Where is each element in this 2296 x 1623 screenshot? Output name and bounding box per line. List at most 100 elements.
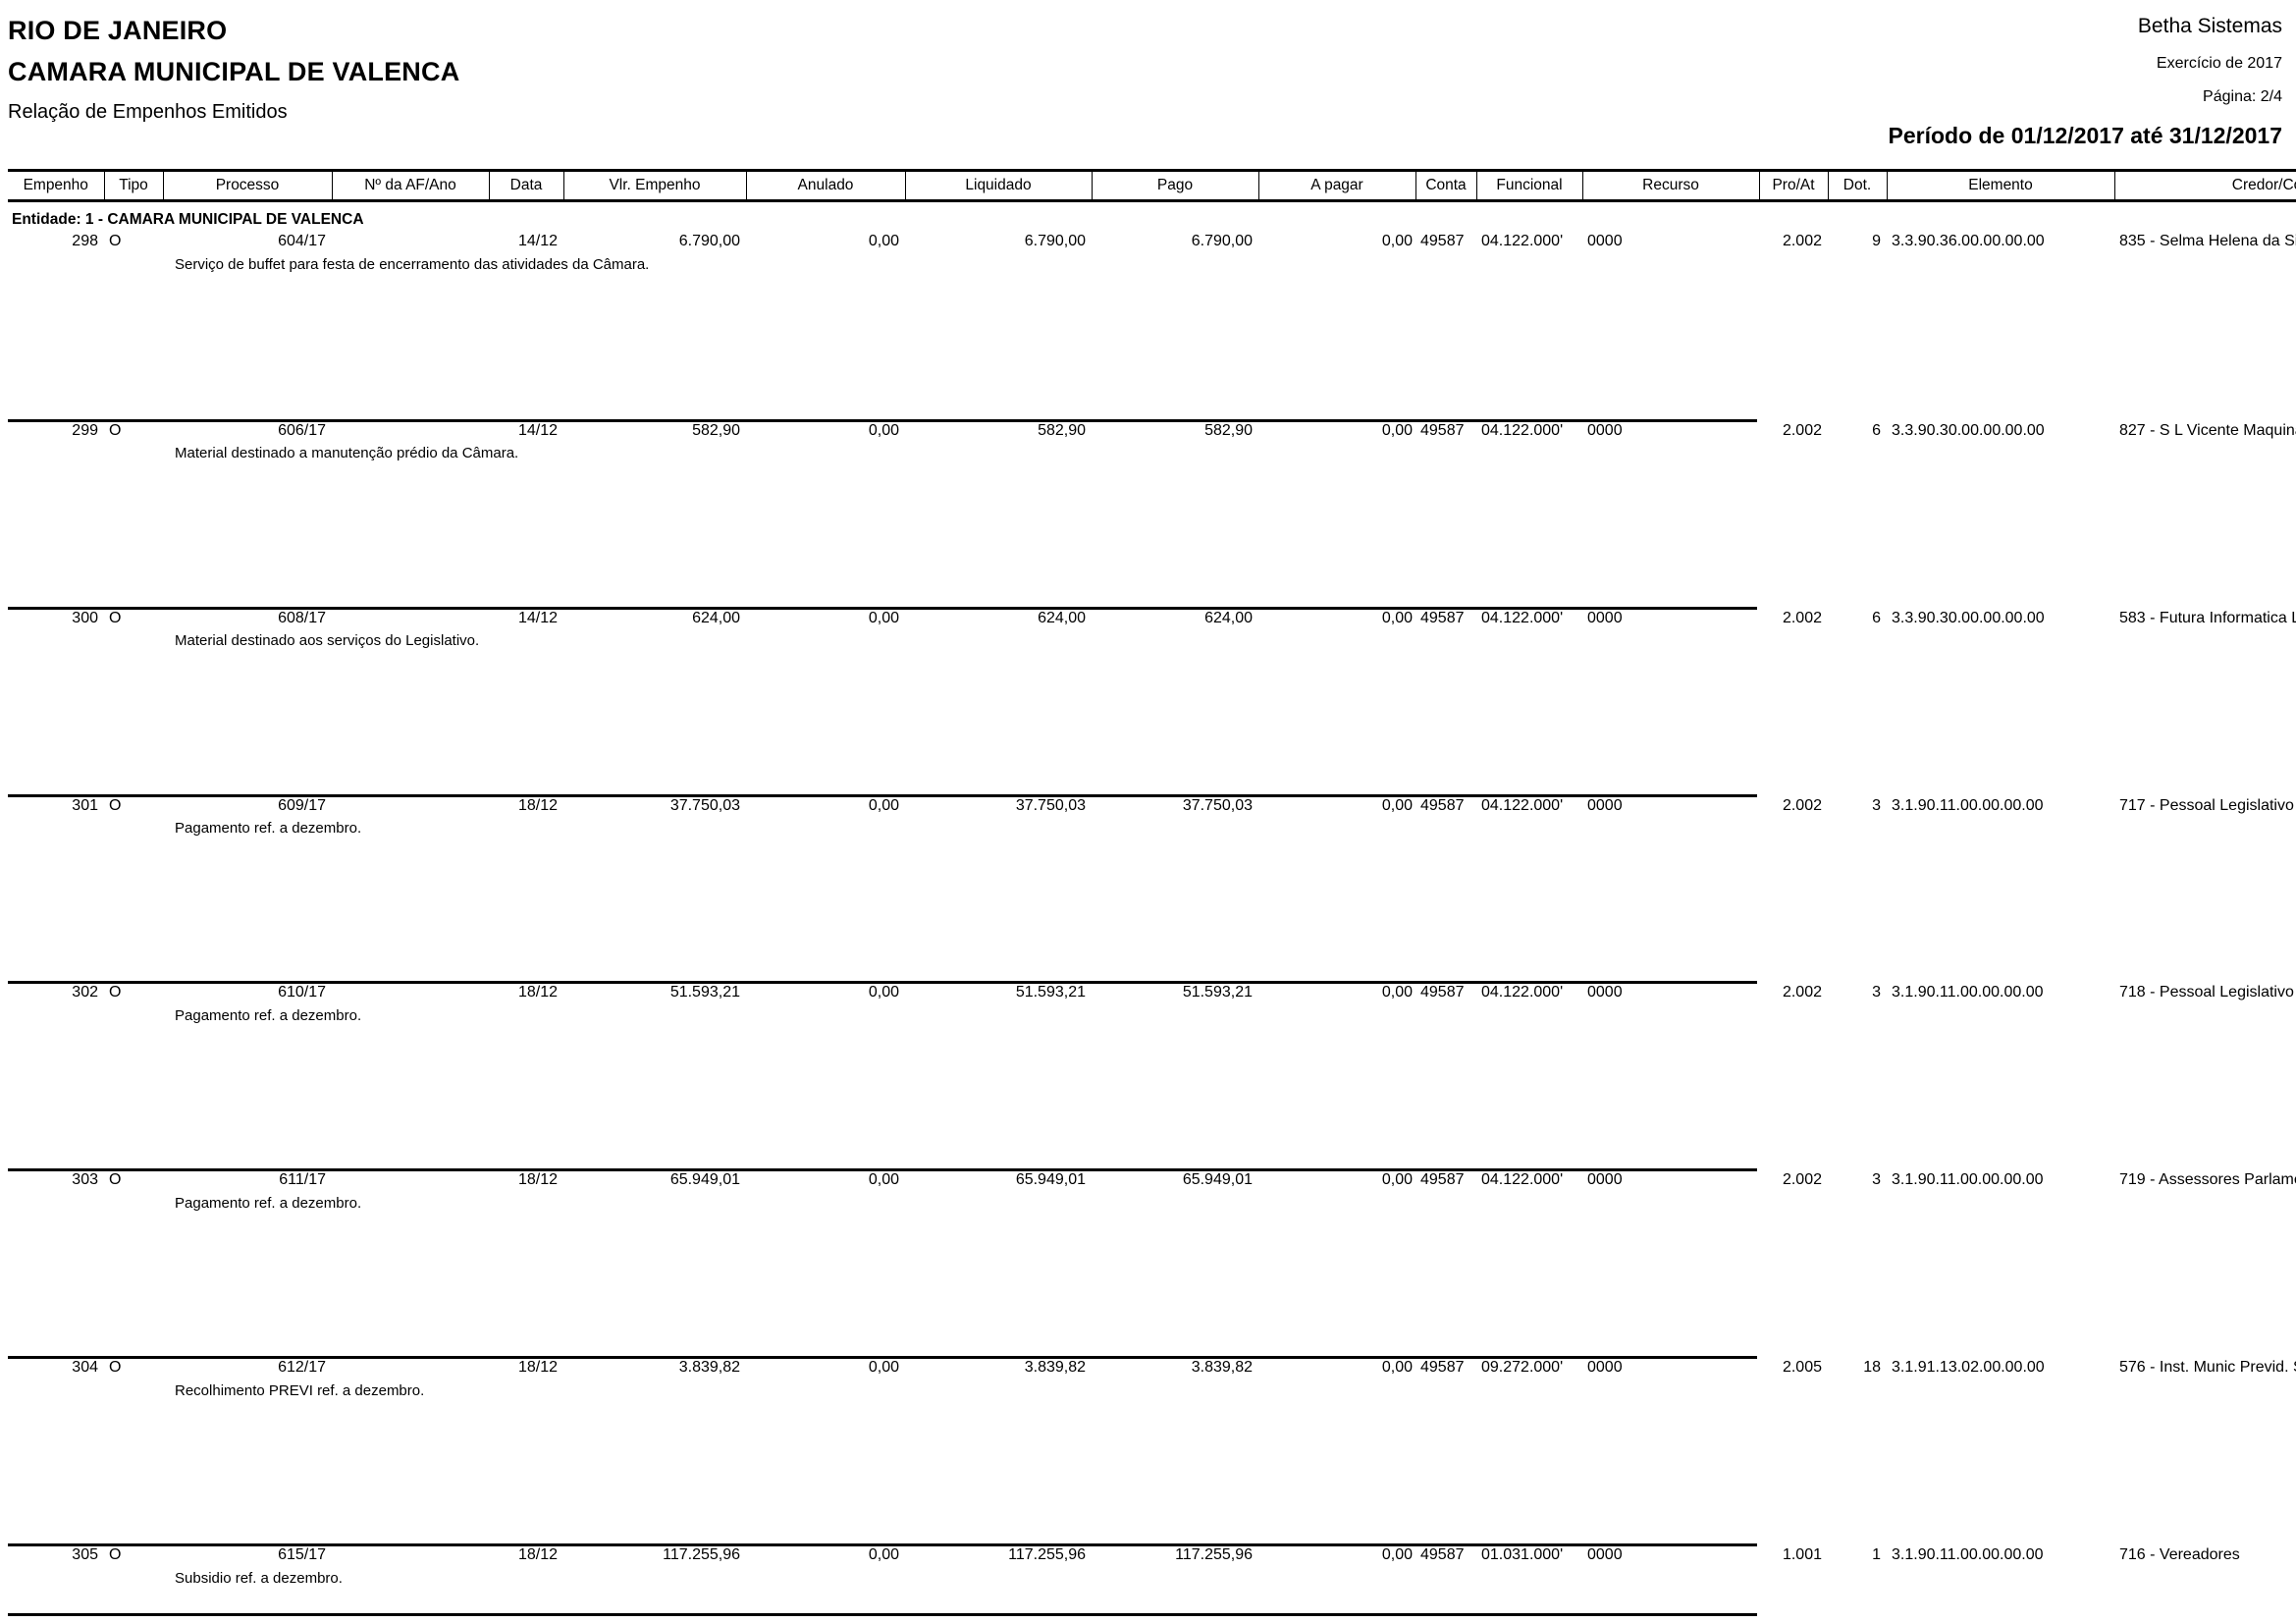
cell-historico: Material destinado a manutenção prédio d… [8,439,2296,461]
cell-recurso: 0000 [1587,1545,1623,1563]
cell-dot: 9 [1872,233,1881,250]
cell-af-ano [332,984,489,1001]
cell-vlr-empenho: 117.255,96 [663,1545,740,1563]
history-row: Material destinado aos serviços do Legis… [8,626,2296,649]
row-separator [8,1399,2296,1546]
col-pro-at: Pro/At [1758,168,1829,203]
cell-pro-at: 2.002 [1782,984,1822,1001]
cell-liquidado: 51.593,21 [1015,984,1086,1001]
cell-credor: 716 - Vereadores [2119,1545,2240,1563]
cell-anulado: 0,00 [868,421,899,439]
historico-text: Recolhimento PREVI ref. a dezembro. [175,1381,425,1399]
cell-funcional: 04.122.000' [1481,421,1564,439]
organization-name: CAMARA MUNICIPAL DE VALENCA [8,57,460,87]
cell-dot: 1 [1872,1545,1881,1563]
historico-text: Serviço de buffet para festa de encerram… [175,255,650,273]
cell-data: 18/12 [517,1545,558,1563]
cell-funcional: 04.122.000' [1481,984,1564,1001]
exercise-year: Exercício de 2017 [2156,55,2282,73]
cell-a-pagar: 0,00 [1381,984,1413,1001]
table-row[interactable]: 300 O 608/17 14/12 624,00 0,00 624,00 62… [8,610,2296,627]
cell-historico: Subsidio ref. a dezembro. [8,1564,2296,1587]
cell-processo: 610/17 [278,984,326,1001]
cell-anulado: 0,00 [868,233,899,250]
cell-vlr-empenho: 624,00 [692,609,740,626]
cell-pro-at: 2.002 [1782,1171,1822,1189]
col-processo: Processo [162,168,333,203]
cell-elemento: 3.1.90.11.00.00.00.00 [1892,1171,2044,1189]
col-recurso: Recurso [1581,168,1760,203]
col-pago: Pago [1091,168,1259,203]
cell-a-pagar: 0,00 [1381,796,1413,814]
cell-conta: 49587 [1420,1359,1465,1377]
cell-liquidado: 65.949,01 [1015,1171,1086,1189]
cell-funcional: 01.031.000' [1481,1545,1564,1563]
cell-liquidado: 582,90 [1038,421,1086,439]
table-row[interactable]: 298 O 604/17 14/12 6.790,00 0,00 6.790,0… [8,233,2296,250]
cell-data: 14/12 [517,609,558,626]
historico-text: Material destinado a manutenção prédio d… [175,445,519,462]
table-row[interactable]: 304 O 612/17 18/12 3.839,82 0,00 3.839,8… [8,1359,2296,1377]
report-table-wrap: Empenho Tipo Processo Nº da AF/Ano Data … [8,168,2296,1616]
col-empenho: Empenho [8,168,105,203]
cell-processo: 612/17 [278,1359,326,1377]
table-row[interactable]: 305 O 615/17 18/12 117.255,96 0,00 117.2… [8,1546,2296,1564]
cell-conta: 49587 [1420,796,1465,814]
cell-recurso: 0000 [1587,796,1623,814]
cell-recurso: 0000 [1587,421,1623,439]
row-separator [8,462,2296,610]
cell-conta: 49587 [1420,421,1465,439]
row-separator [8,837,2296,985]
cell-historico: Recolhimento PREVI ref. a dezembro. [8,1377,2296,1399]
cell-af-ano [332,1546,489,1564]
cell-processo: 611/17 [279,1171,326,1189]
row-separator [8,1212,2296,1360]
cell-tipo: O [109,796,122,814]
cell-recurso: 0000 [1587,984,1623,1001]
separator-line [8,1542,1757,1546]
col-conta: Conta [1415,168,1477,203]
cell-vlr-empenho: 3.839,82 [678,1359,740,1377]
cell-processo: 604/17 [278,233,326,250]
cell-pro-at: 2.002 [1782,796,1822,814]
cell-pago: 65.949,01 [1182,1171,1253,1189]
history-row: Material destinado a manutenção prédio d… [8,439,2296,461]
report-subtitle: Relação de Empenhos Emitidos [8,101,288,124]
cell-elemento: 3.1.90.11.00.00.00.00 [1892,984,2044,1001]
historico-text: Pagamento ref. a dezembro. [175,820,362,838]
cell-tipo: O [109,421,122,439]
separator-line [8,1168,1757,1172]
row-separator [8,650,2296,797]
table-row[interactable]: 301 O 609/17 18/12 37.750,03 0,00 37.750… [8,797,2296,815]
cell-credor: 827 - S L Vicente Maquinas e Equipamento… [2119,421,2296,439]
cell-a-pagar: 0,00 [1381,1359,1413,1377]
historico-text: Subsidio ref. a dezembro. [175,1569,343,1587]
table-row[interactable]: 302 O 610/17 18/12 51.593,21 0,00 51.593… [8,984,2296,1001]
cell-empenho: 302 [72,984,98,1001]
cell-credor: 719 - Assessores Parlamentares [2119,1171,2296,1189]
historico-text: Material destinado aos serviços do Legis… [175,632,480,650]
cell-af-ano [332,1171,489,1189]
table-row[interactable]: 299 O 606/17 14/12 582,90 0,00 582,90 58… [8,422,2296,440]
entity-group-row: Entidade: 1 - CAMARA MUNICIPAL DE VALENC… [8,201,2296,234]
cell-pago: 6.790,00 [1191,233,1253,250]
cell-liquidado: 117.255,96 [1008,1545,1086,1563]
cell-pago: 37.750,03 [1182,796,1253,814]
cell-af-ano [332,1359,489,1377]
history-row: Subsidio ref. a dezembro. [8,1564,2296,1587]
cell-pro-at: 2.002 [1782,609,1822,626]
separator-line [8,1612,1757,1616]
cell-empenho: 304 [72,1359,98,1377]
table-row[interactable]: 303 O 611/17 18/12 65.949,01 0,00 65.949… [8,1171,2296,1189]
cell-funcional: 04.122.000' [1481,1171,1564,1189]
cell-af-ano [332,233,489,250]
row-separator [8,1024,2296,1172]
col-anulado: Anulado [745,168,906,203]
cell-a-pagar: 0,00 [1381,609,1413,626]
cell-empenho: 298 [72,233,98,250]
cell-empenho: 299 [72,421,98,439]
cell-pro-at: 2.002 [1782,233,1822,250]
col-elemento: Elemento [1886,168,2115,203]
cell-af-ano [332,422,489,440]
